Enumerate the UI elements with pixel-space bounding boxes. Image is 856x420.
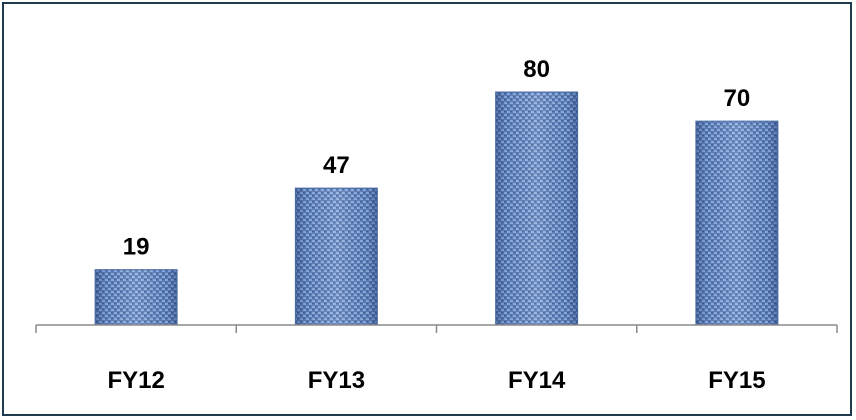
data-label-fy14: 80	[523, 56, 550, 83]
category-label-fy13: FY13	[308, 367, 365, 394]
data-label-fy15: 70	[724, 85, 751, 112]
category-label-fy14: FY14	[508, 367, 566, 394]
data-label-fy12: 19	[123, 234, 150, 261]
bar-shading-fy15	[695, 120, 779, 326]
data-label-fy13: 47	[323, 152, 350, 179]
category-label-fy15: FY15	[708, 367, 765, 394]
bar-shading-fy14	[495, 91, 579, 326]
bar-shading-fy12	[94, 269, 178, 326]
category-label-fy12: FY12	[107, 367, 164, 394]
bar-shading-fy13	[294, 187, 378, 326]
